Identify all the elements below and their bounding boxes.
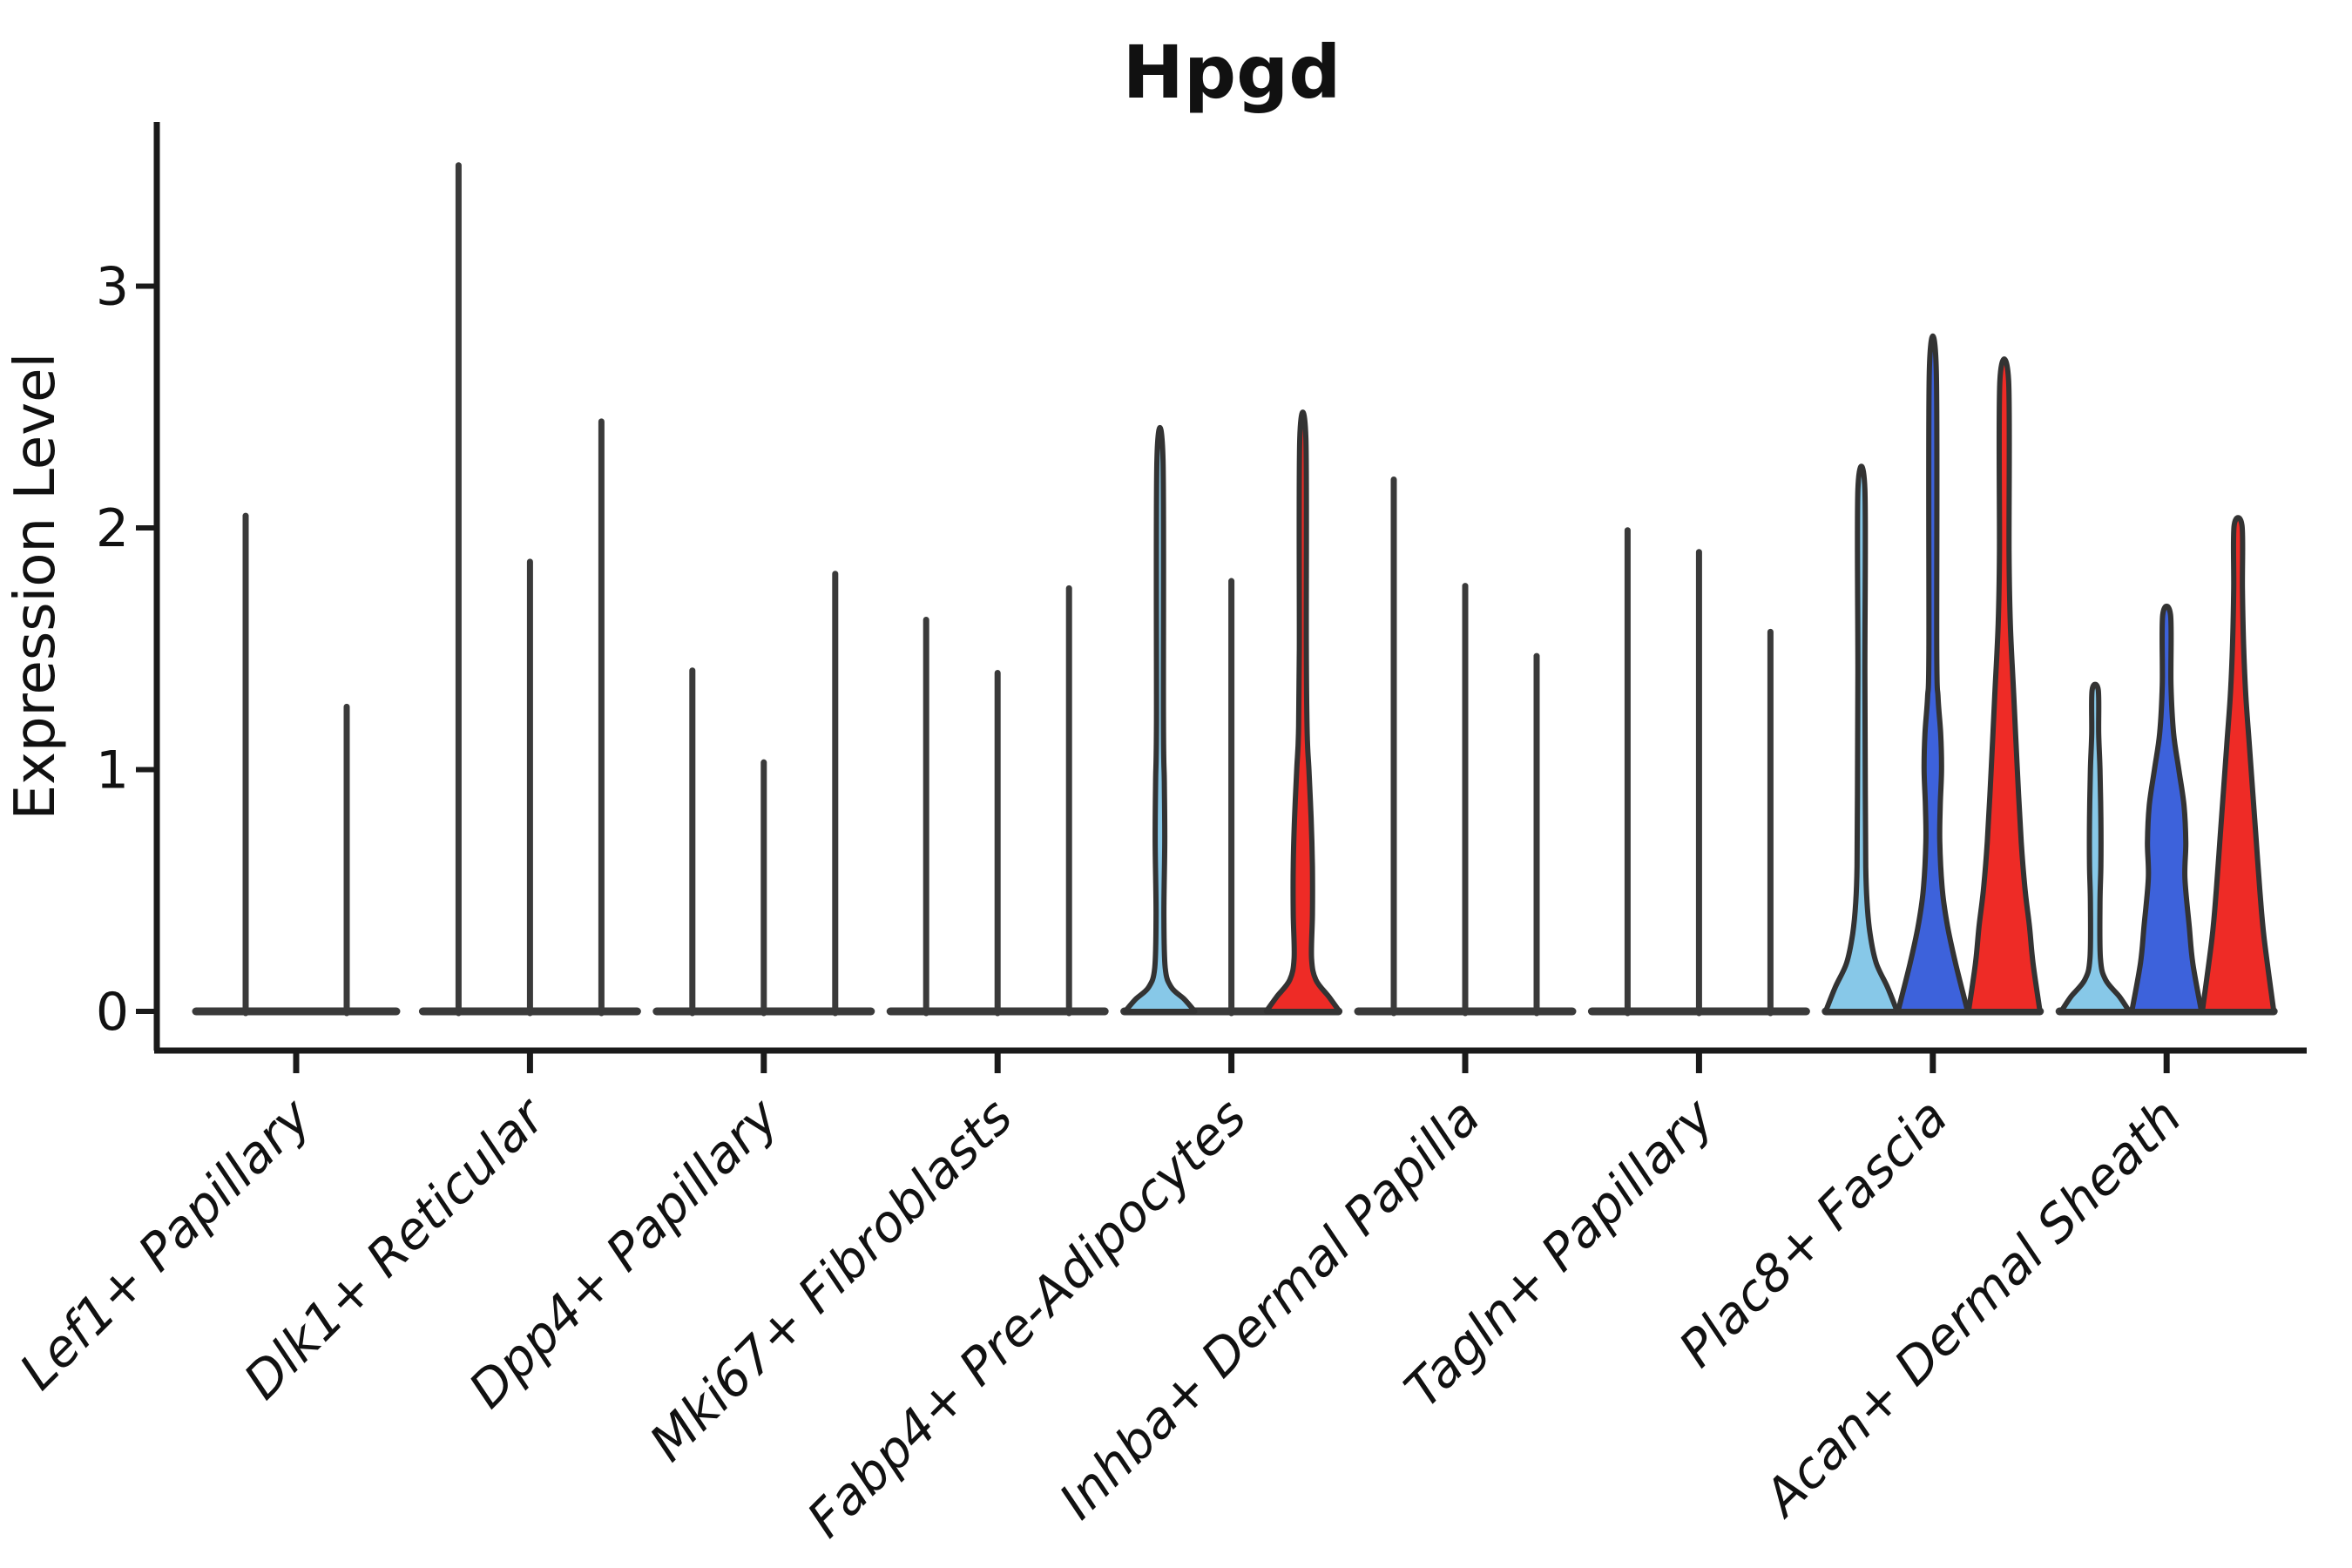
y-tick-label-0: 0 [96, 982, 129, 1043]
y-tick-label-1: 1 [96, 740, 129, 801]
y-axis-label: Expression Level [3, 353, 68, 821]
violin-4-2 [1263, 409, 1342, 1014]
violin-4-0 [1122, 425, 1198, 1014]
violins [242, 162, 2277, 1017]
violin-7-0 [1822, 463, 1900, 1014]
y-tick-label-2: 2 [96, 498, 129, 559]
violin-8-0 [2058, 681, 2132, 1014]
violin-8-1 [2129, 603, 2205, 1014]
violin-7-1 [1895, 334, 1970, 1014]
violin-8-2 [2200, 515, 2277, 1014]
violin-7-2 [1965, 356, 2043, 1014]
y-tick-label-3: 3 [96, 257, 129, 318]
axes: 0 1 2 3 [96, 122, 2307, 1073]
chart-title: Hpgd [1123, 30, 1342, 115]
